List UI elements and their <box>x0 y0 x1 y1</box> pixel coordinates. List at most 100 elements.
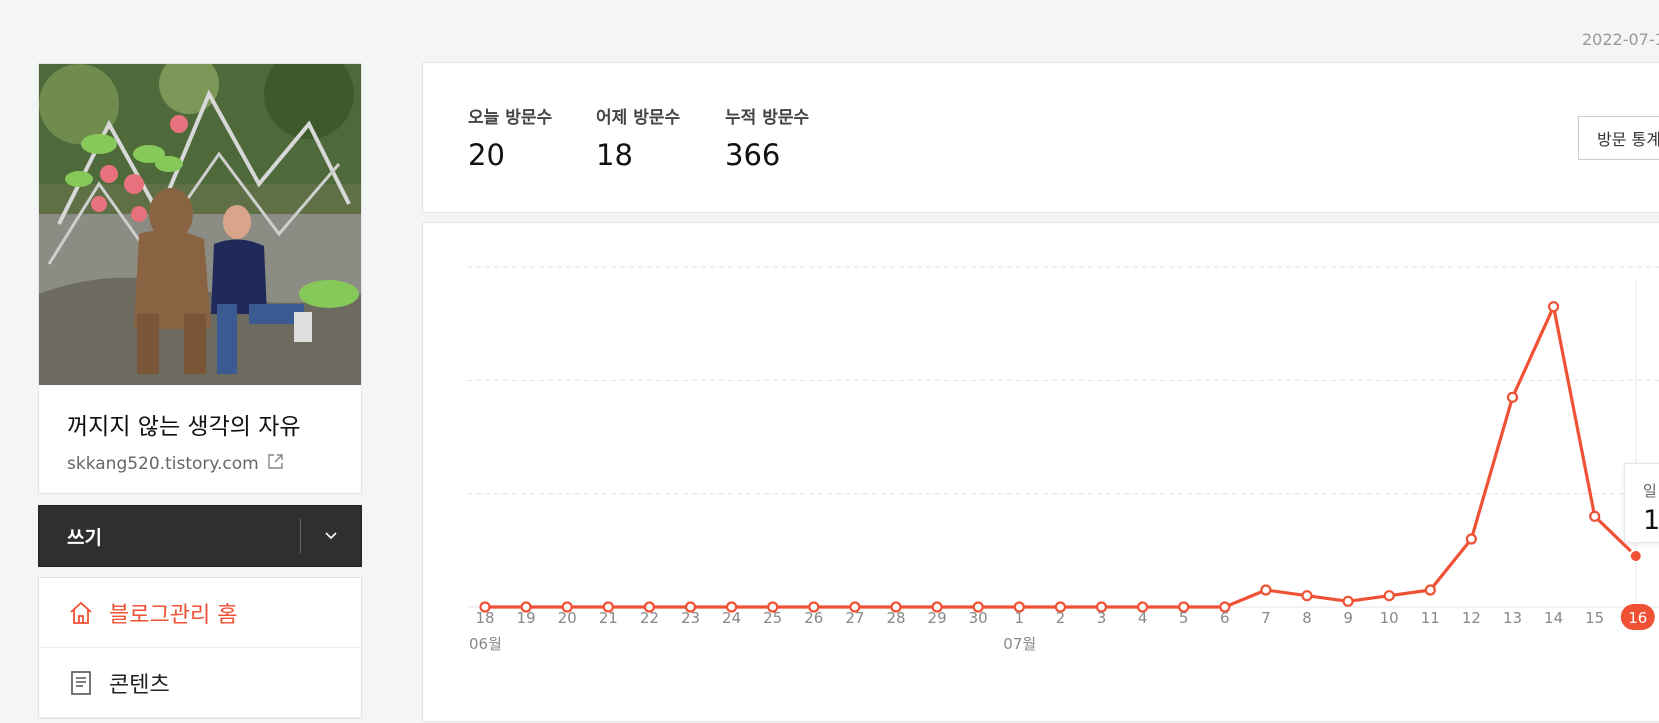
write-button-label[interactable]: 쓰기 <box>67 526 102 549</box>
x-tick-label: 28 <box>886 609 905 627</box>
stat-yesterday-value: 18 <box>596 138 633 172</box>
x-tick-label: 10 <box>1380 609 1399 627</box>
tooltip-value: 18 <box>1643 505 1659 536</box>
visit-stats-button[interactable]: 방문 통계 <box>1578 116 1659 160</box>
external-link-icon[interactable] <box>267 453 284 475</box>
data-point <box>1301 590 1313 602</box>
data-point <box>808 601 820 613</box>
x-tick-label: 7 <box>1261 609 1271 627</box>
chart-month-labels: 06월 07월 <box>469 635 1036 653</box>
chart-tooltip: 일 18 <box>1624 463 1659 543</box>
data-point <box>1178 601 1190 613</box>
chart-line-layer <box>485 305 1637 609</box>
x-tick-label: 27 <box>845 609 864 627</box>
data-point <box>1136 601 1149 613</box>
blog-url[interactable]: skkang520.tistory.com <box>67 454 259 474</box>
x-tick-label: 13 <box>1503 609 1522 627</box>
profile-photo[interactable] <box>39 64 361 385</box>
write-button-divider <box>300 519 301 553</box>
sidebar-item-contents[interactable]: 콘텐츠 <box>39 648 361 718</box>
data-point <box>1547 301 1560 313</box>
x-tick-label: 8 <box>1302 609 1312 627</box>
sidebar-menu: 블로그관리 홈 콘텐츠 <box>38 577 362 719</box>
x-tick-label: 18 <box>475 609 494 627</box>
data-point <box>1506 391 1519 403</box>
document-icon <box>67 669 95 697</box>
data-point <box>1013 601 1025 613</box>
data-point-active <box>1628 549 1643 563</box>
x-tick-label: 26 <box>804 609 823 627</box>
data-point <box>1424 584 1436 596</box>
profile-info: 꺼지지 않는 생각의 자유 skkang520.tistory.com <box>39 385 361 493</box>
stat-today-label: 오늘 방문수 <box>468 108 553 128</box>
data-point <box>602 601 614 613</box>
write-button[interactable]: 쓰기 <box>38 505 362 567</box>
visitor-line-chart: 18 19 20 21 22 23 24 25 26 27 28 29 30 1 2 3 4 5 6 7 8 9 10 11 1… <box>467 266 1659 653</box>
x-tick-label: 11 <box>1421 609 1440 627</box>
data-point <box>1054 601 1067 613</box>
x-tick-label: 4 <box>1138 609 1148 627</box>
data-point <box>684 601 697 613</box>
x-tick-label: 14 <box>1544 609 1563 627</box>
data-point <box>767 601 779 613</box>
blog-title[interactable]: 꺼지지 않는 생각의 자유 <box>67 414 301 440</box>
x-tick-label: 20 <box>558 609 577 627</box>
chart-grid <box>467 266 1659 608</box>
x-tick-label: 25 <box>763 609 782 627</box>
stat-total-value: 366 <box>725 138 781 172</box>
x-tick-label: 9 <box>1343 609 1353 627</box>
profile-photo-image <box>39 64 361 385</box>
visitor-stats-card: 오늘 방문수 20 어제 방문수 18 누적 방문수 366 방문 통계 <box>422 62 1659 213</box>
x-tick-label: 2 <box>1056 609 1066 627</box>
sidebar-item-blog-home[interactable]: 블로그관리 홈 <box>39 578 361 648</box>
stat-today: 오늘 방문수 20 <box>468 103 552 172</box>
data-point <box>726 601 738 613</box>
data-point <box>1383 590 1395 602</box>
data-point <box>1342 595 1354 607</box>
x-tick-label: 3 <box>1097 609 1107 627</box>
stats-date: 2022-07-16 <box>1582 30 1659 49</box>
data-point <box>890 601 902 613</box>
stat-total: 누적 방문수 366 <box>725 103 809 172</box>
sidebar-item-label: 블로그관리 홈 <box>109 602 238 628</box>
data-point <box>479 601 491 613</box>
stat-today-value: 20 <box>468 138 505 172</box>
data-point <box>1219 601 1231 613</box>
data-point <box>643 601 655 613</box>
visitor-chart-card: 18 19 20 21 22 23 24 25 26 27 28 29 30 1 2 3 4 5 6 7 8 9 10 11 1… <box>422 222 1659 722</box>
stat-yesterday-label: 어제 방문수 <box>596 108 681 128</box>
x-tick-label: 29 <box>928 609 947 627</box>
x-tick-label: 5 <box>1179 609 1189 627</box>
blog-url-link[interactable]: skkang520.tistory.com <box>67 453 333 475</box>
chart-points <box>479 301 1643 613</box>
x-tick-label: 24 <box>722 609 741 627</box>
month-label: 07월 <box>1003 635 1036 653</box>
data-point <box>849 601 861 613</box>
chart-x-ticks: 18 19 20 21 22 23 24 25 26 27 28 29 30 1 2 3 4 5 6 7 8 9 10 11 1… <box>475 604 1655 630</box>
x-tick-label: 12 <box>1462 609 1481 627</box>
x-tick-label: 21 <box>599 609 618 627</box>
chevron-down-icon[interactable] <box>301 506 361 566</box>
profile-card: 꺼지지 않는 생각의 자유 skkang520.tistory.com <box>38 63 362 494</box>
x-tick-label: 19 <box>517 609 536 627</box>
x-tick-label: 15 <box>1585 609 1604 627</box>
x-tick-label: 6 <box>1220 609 1230 627</box>
stat-yesterday: 어제 방문수 18 <box>596 103 680 172</box>
data-point <box>1589 510 1601 522</box>
data-point <box>520 601 532 613</box>
month-label: 06월 <box>469 635 502 653</box>
series-line <box>485 305 1637 609</box>
x-tick-label-active: 16 <box>1628 609 1647 627</box>
home-icon <box>67 599 95 627</box>
sidebar-item-label: 콘텐츠 <box>109 672 170 698</box>
data-point <box>1260 584 1272 596</box>
x-tick-label: 23 <box>681 609 700 627</box>
data-point <box>972 601 984 613</box>
x-tick-label: 1 <box>1015 609 1025 627</box>
tooltip-label: 일 <box>1643 482 1657 500</box>
x-tick-label: 30 <box>969 609 988 627</box>
data-point <box>1095 601 1108 613</box>
stat-total-label: 누적 방문수 <box>725 108 810 128</box>
x-tick-label: 22 <box>640 609 659 627</box>
data-point <box>931 601 943 613</box>
